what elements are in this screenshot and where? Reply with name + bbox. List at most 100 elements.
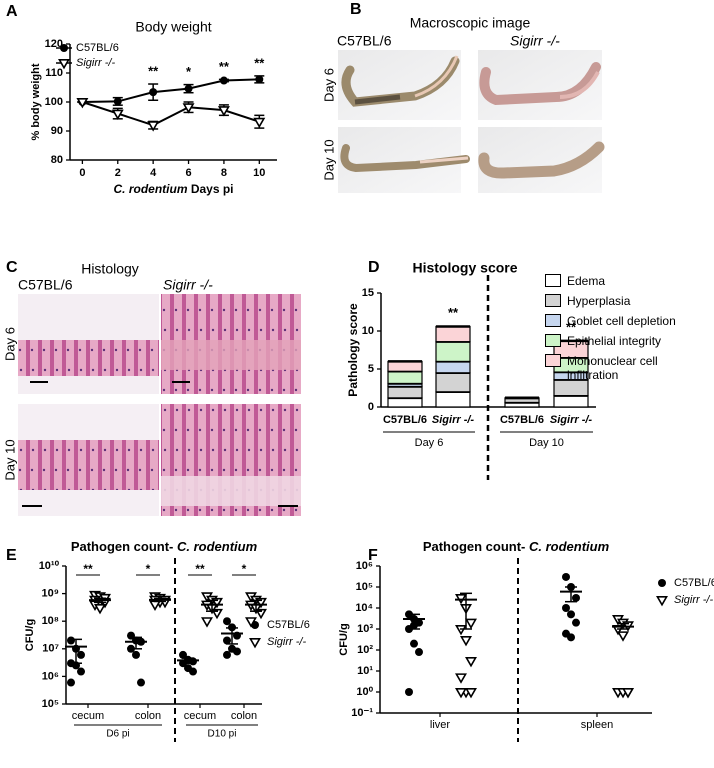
y-axis-label: CFU/g — [338, 623, 350, 655]
chart-title: Pathogen count- C. rodentium — [423, 539, 610, 554]
point — [656, 596, 668, 607]
y-tick-label: 80 — [51, 154, 63, 166]
point — [60, 44, 68, 52]
bar-segment — [387, 370, 423, 385]
point — [58, 59, 70, 70]
point — [622, 688, 634, 699]
point — [415, 648, 423, 657]
point — [223, 617, 231, 626]
significance: ** — [219, 59, 230, 74]
y-tick-label: 5 — [368, 363, 374, 375]
point — [223, 650, 231, 659]
legend-item: Goblet cell depletion — [545, 314, 679, 328]
significance: ** — [254, 55, 265, 70]
histology-images — [18, 294, 301, 516]
legend-label: Sigirr -/- — [674, 594, 713, 606]
y-tick-label: 10⁰ — [356, 686, 373, 698]
point — [245, 617, 257, 628]
point — [460, 635, 472, 647]
panel-label: A — [6, 3, 18, 20]
x-tick-label: Sigirr -/- — [432, 414, 475, 426]
point — [219, 76, 228, 85]
point — [410, 639, 418, 648]
legend-swatch — [545, 294, 561, 307]
y-tick-label: 0 — [368, 401, 374, 413]
x-tick-label: 6 — [185, 167, 191, 179]
group-label: Day 10 — [529, 437, 564, 449]
point — [137, 678, 145, 687]
significance: * — [242, 562, 247, 576]
x-tick-label: cecum — [72, 710, 104, 722]
bar-segment — [387, 397, 423, 408]
bar-segment — [435, 360, 471, 374]
x-tick-label: liver — [430, 719, 451, 731]
group-label: Day 6 — [415, 437, 444, 449]
row-label: Day 10 — [321, 139, 336, 180]
y-tick-label: 10¹ — [357, 665, 373, 677]
x-axis-label: C. rodentium Days pi — [113, 182, 233, 196]
point — [617, 631, 629, 642]
y-tick-label: 10 — [362, 325, 374, 337]
legend-label: Sigirr -/- — [76, 57, 115, 69]
significance: ** — [566, 319, 577, 334]
y-tick-label: 15 — [362, 287, 374, 299]
x-tick-label: spleen — [581, 719, 613, 731]
error-bar — [226, 627, 238, 645]
point — [217, 106, 230, 117]
column-label: C57BL/6 — [337, 33, 392, 49]
significance: ** — [448, 305, 459, 320]
point — [77, 650, 85, 659]
point — [567, 610, 575, 619]
y-tick-label: 110 — [45, 67, 63, 79]
y-tick-label: 10⁻¹ — [351, 707, 373, 719]
y-axis-label: CFU/g — [24, 619, 36, 651]
error-bar — [408, 613, 420, 630]
point — [455, 673, 467, 684]
row-label: Day 6 — [2, 327, 17, 361]
point — [455, 625, 467, 636]
bar-segment — [435, 391, 471, 408]
bar-segment — [435, 372, 471, 393]
panel-label: F — [368, 547, 378, 564]
panel-label: C — [6, 259, 18, 276]
point — [465, 656, 477, 668]
y-axis-label: % body weight — [30, 63, 42, 140]
x-tick-label: Sigirr -/- — [550, 414, 593, 426]
bar-segment — [387, 385, 423, 399]
panel-title: Macroscopic image — [410, 15, 531, 31]
legend-label: Mononuclear cell infiltration — [567, 354, 658, 382]
x-tick-label: 4 — [150, 167, 157, 179]
legend-label: Goblet cell depletion — [567, 314, 676, 328]
legend-swatch — [545, 354, 561, 367]
point — [76, 98, 89, 109]
group-label: D10 pi — [208, 729, 237, 740]
error-bar — [565, 586, 577, 603]
legend-swatch — [545, 274, 561, 287]
y-tick-label: 10⁷ — [42, 643, 59, 655]
chart-title: Body weight — [135, 19, 211, 35]
bar-segment — [553, 395, 589, 408]
significance: * — [146, 562, 151, 576]
y-tick-label: 90 — [51, 125, 63, 137]
error-bar — [182, 657, 194, 664]
legend-label: Hyperplasia — [567, 294, 631, 308]
series-line — [82, 101, 260, 127]
error-bar — [617, 622, 629, 630]
y-tick-label: 10⁸ — [42, 615, 59, 627]
column-label: C57BL/6 — [18, 277, 73, 293]
point — [249, 638, 261, 649]
macroscopic-images — [338, 50, 605, 193]
bar-segment — [387, 360, 423, 372]
y-tick-label: 10⁵ — [356, 581, 373, 593]
x-tick-label: 10 — [253, 167, 265, 179]
chart-title: Pathogen count- C. rodentium — [71, 539, 258, 554]
legend-label: Edema — [567, 274, 606, 288]
x-axis-label-italic: C. rodentium — [113, 182, 187, 196]
column-label: Sigirr -/- — [163, 277, 213, 293]
y-tick-label: 10³ — [357, 623, 373, 635]
y-tick-label: 10⁶ — [356, 560, 373, 572]
chart-title: Histology score — [412, 260, 517, 276]
point — [94, 604, 106, 615]
legend-label: C57BL/6 — [267, 619, 310, 631]
